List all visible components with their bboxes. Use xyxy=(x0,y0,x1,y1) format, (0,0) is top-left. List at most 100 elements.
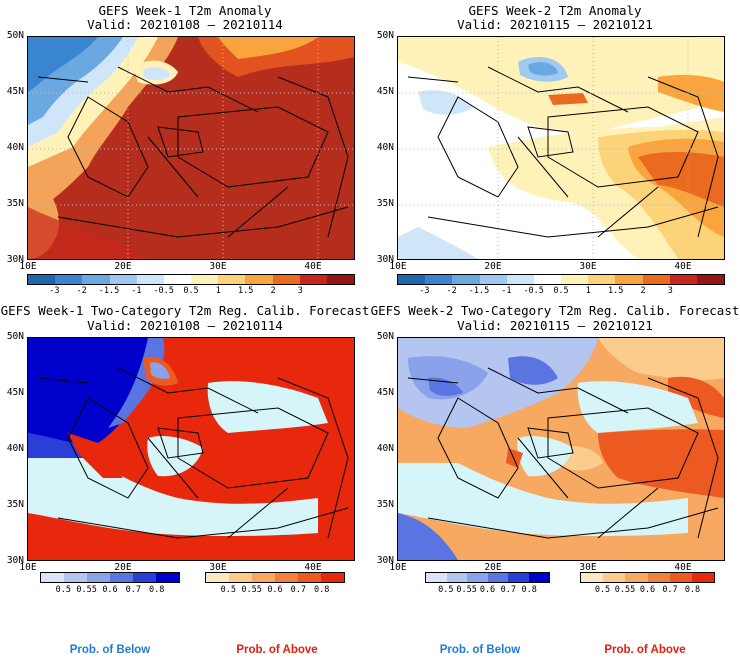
caption-prob-above: Prob. of Above xyxy=(604,644,686,656)
prob-below-colorbar xyxy=(40,572,180,583)
lat-label: 35N xyxy=(6,198,24,209)
colorbar-swatch xyxy=(275,573,298,582)
colorbar-swatch xyxy=(446,573,467,582)
colorbar-swatch xyxy=(272,275,300,284)
colorbar-tick-label: 0.55 xyxy=(241,585,262,595)
colorbar-tick-label: 0.5 xyxy=(553,286,569,296)
colorbar-swatch xyxy=(298,573,321,582)
colorbar-tick-label: 0.8 xyxy=(521,585,537,595)
colorbar-tick-label: 0.6 xyxy=(479,585,496,595)
lat-label: 50N xyxy=(6,331,24,342)
caption-prob-below: Prob. of Below xyxy=(69,644,151,656)
colorbar-swatch xyxy=(506,275,534,284)
colorbar-swatch xyxy=(669,573,692,582)
colorbar-tick-label: -3 xyxy=(419,286,430,296)
colorbar-tick-label: -1.5 xyxy=(98,286,120,296)
colorbar-swatch xyxy=(426,573,447,582)
lat-label: 35N xyxy=(376,198,394,209)
colorbar-swatch xyxy=(533,275,562,284)
lat-label: 50N xyxy=(376,331,394,342)
lon-label: 20E xyxy=(484,562,502,573)
panel-title: GEFS Week-2 Two-Category T2m Reg. Calib.… xyxy=(370,303,740,318)
panel-title: GEFS Week-2 T2m Anomaly xyxy=(468,3,642,18)
panel-valid-dates: Valid: 20210115 – 20210121 xyxy=(457,17,653,32)
colorbar-swatch xyxy=(110,573,133,582)
colorbar-tick-label: 0.7 xyxy=(662,585,678,595)
colorbar-tick-label: 0.7 xyxy=(125,585,141,595)
lat-label: 35N xyxy=(6,499,24,510)
colorbar-tick-label: 1.5 xyxy=(237,286,254,296)
lat-label: 50N xyxy=(6,30,24,41)
colorbar-swatch xyxy=(41,573,64,582)
colorbar-tick-label: -3 xyxy=(49,286,60,296)
colorbar-swatch xyxy=(299,275,327,284)
colorbar-swatch xyxy=(252,573,275,582)
lat-label: 40N xyxy=(6,142,24,153)
probability-map xyxy=(397,337,725,561)
lon-label: 40E xyxy=(674,261,692,272)
lat-label: 45N xyxy=(6,86,24,97)
colorbar-swatch xyxy=(206,573,229,582)
panel-valid-dates: Valid: 20210108 – 20210114 xyxy=(87,318,283,333)
prob-below-colorbar xyxy=(425,572,550,583)
colorbar-swatch xyxy=(696,275,725,284)
caption-prob-below: Prob. of Below xyxy=(439,644,521,656)
lat-label: 45N xyxy=(376,86,394,97)
colorbar-swatch xyxy=(487,573,508,582)
colorbar-tick-label: -2 xyxy=(76,286,87,296)
colorbar-swatch xyxy=(647,573,670,582)
lon-label: 10E xyxy=(389,261,407,272)
colorbar-swatch xyxy=(691,573,715,582)
lat-label: 30N xyxy=(376,254,394,265)
colorbar-tick-label: 0.8 xyxy=(313,585,330,595)
probability-field xyxy=(28,338,354,560)
colorbar-tick-label: 0.5 xyxy=(183,286,199,296)
probability-field xyxy=(398,338,724,560)
colorbar-tick-label: -2 xyxy=(446,286,457,296)
lon-label: 20E xyxy=(114,562,132,573)
lon-label: 10E xyxy=(19,261,37,272)
lat-label: 35N xyxy=(376,499,394,510)
lat-label: 50N xyxy=(376,30,394,41)
colorbar-tick-label: 0.5 xyxy=(55,585,71,595)
lon-label: 40E xyxy=(304,261,322,272)
colorbar-swatch xyxy=(136,275,164,284)
colorbar-swatch xyxy=(508,573,529,582)
lat-label: 45N xyxy=(6,387,24,398)
colorbar-tick-label: -0.5 xyxy=(153,286,174,296)
colorbar-swatch xyxy=(82,275,110,284)
colorbar-swatch xyxy=(55,275,83,284)
colorbar-tick-label: 0.55 xyxy=(76,585,97,595)
colorbar-swatch xyxy=(452,275,480,284)
lon-label: 20E xyxy=(484,261,502,272)
colorbar-tick-label: 0.5 xyxy=(594,585,611,595)
lat-label: 40N xyxy=(376,142,394,153)
colorbar-swatch xyxy=(191,275,219,284)
colorbar-tick-label: 1 xyxy=(215,286,221,296)
colorbar-swatch xyxy=(642,275,670,284)
colorbar-swatch xyxy=(156,573,179,582)
colorbar-swatch xyxy=(669,275,697,284)
anomaly-colorbar xyxy=(27,274,355,285)
lon-label: 10E xyxy=(389,562,407,573)
colorbar-swatch xyxy=(245,275,273,284)
anomaly-colorbar xyxy=(397,274,725,285)
colorbar-swatch xyxy=(87,573,110,582)
colorbar-swatch xyxy=(467,573,488,582)
anomaly-field xyxy=(28,37,354,259)
panel-title: GEFS Week-1 T2m Anomaly xyxy=(98,3,272,18)
lat-label: 30N xyxy=(6,254,24,265)
lon-label: 30E xyxy=(209,261,227,272)
colorbar-swatch xyxy=(28,275,56,284)
colorbar-swatch xyxy=(425,275,453,284)
colorbar-swatch xyxy=(625,573,648,582)
colorbar-swatch xyxy=(561,275,589,284)
colorbar-swatch xyxy=(321,573,344,582)
lat-label: 30N xyxy=(6,555,24,566)
colorbar-tick-label: -1 xyxy=(501,286,512,296)
anomaly-map xyxy=(397,36,725,260)
lat-label: 40N xyxy=(376,443,394,454)
colorbar-tick-label: 1.5 xyxy=(607,286,624,296)
colorbar-tick-label: 0.5 xyxy=(438,585,454,595)
